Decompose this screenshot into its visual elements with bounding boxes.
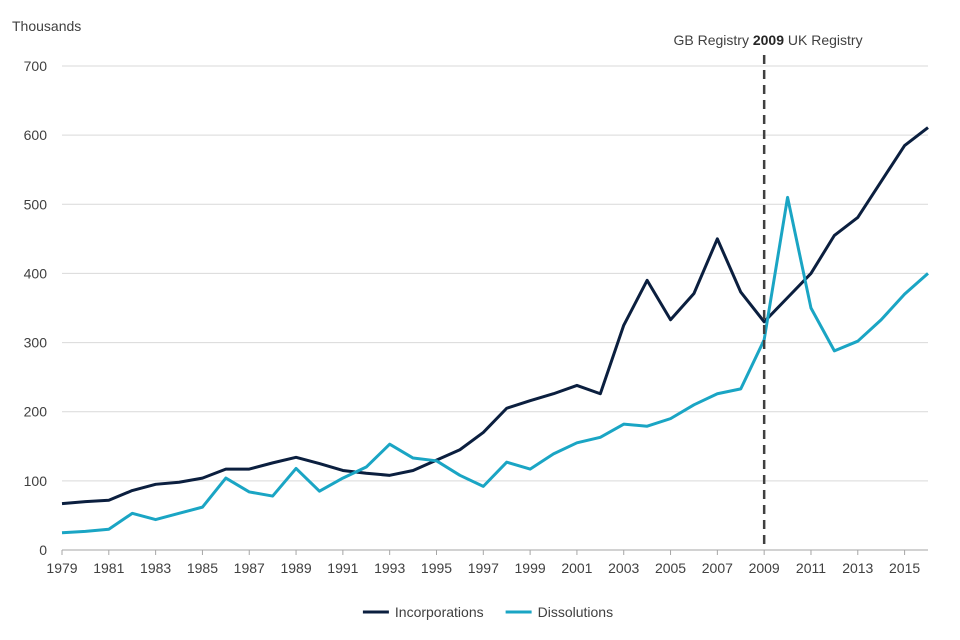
x-tick-label-1985: 1985 [187, 560, 218, 576]
series-lines [61, 126, 929, 535]
legend: Incorporations Dissolutions [362, 604, 613, 620]
y-tick-label-700: 700 [24, 58, 48, 74]
x-tick-label-2013: 2013 [842, 560, 873, 576]
x-tick-label-1989: 1989 [280, 560, 311, 576]
annotation-right-text: UK Registry [784, 32, 863, 48]
legend-label-dissolutions: Dissolutions [538, 604, 613, 620]
x-tick-label-2005: 2005 [655, 560, 686, 576]
x-tick-label-2011: 2011 [796, 560, 826, 576]
x-tick-label-1993: 1993 [374, 560, 405, 576]
series-line-dissolutions [61, 195, 929, 535]
x-tick-label-2015: 2015 [889, 560, 920, 576]
x-tick-label-1983: 1983 [140, 560, 171, 576]
series-line-incorporations [61, 126, 929, 506]
x-tick-label-1995: 1995 [421, 560, 452, 576]
x-tick-label-2007: 2007 [702, 560, 733, 576]
y-axis-unit-label: Thousands [12, 18, 81, 34]
registry-annotation: GB Registry 2009 UK Registry [646, 32, 882, 550]
x-tick-label-2009: 2009 [749, 560, 780, 576]
x-tick-label-1997: 1997 [468, 560, 499, 576]
y-axis-ticks: 0 100 200 300 400 500 600 700 [24, 58, 48, 558]
y-tick-label-500: 500 [24, 196, 48, 212]
x-tick-label-1979: 1979 [46, 560, 77, 576]
legend-label-incorporations: Incorporations [395, 604, 484, 620]
x-tick-label-1999: 1999 [515, 560, 546, 576]
y-tick-label-100: 100 [24, 473, 48, 489]
gridlines [62, 65, 928, 482]
y-tick-label-300: 300 [24, 335, 48, 351]
y-tick-label-0: 0 [39, 542, 47, 558]
annotation-left-text: GB Registry [674, 32, 753, 48]
x-tick-label-1991: 1991 [327, 560, 358, 576]
x-tick-label-1987: 1987 [234, 560, 265, 576]
y-tick-label-200: 200 [24, 404, 48, 420]
y-tick-label-400: 400 [24, 265, 48, 281]
x-tick-label-2003: 2003 [608, 560, 639, 576]
x-tick-label-1981: 1981 [93, 560, 124, 576]
y-tick-label-600: 600 [24, 127, 48, 143]
x-tick-label-2001: 2001 [561, 560, 592, 576]
registry-annotation-text: GB Registry 2009 UK Registry [646, 32, 882, 48]
annotation-bold-year: 2009 [753, 32, 784, 48]
legend-item-dissolutions: Dissolutions [505, 604, 613, 620]
x-axis: 1979 1981 1983 1985 1987 1989 1991 1993 1995 1997… [46, 549, 928, 576]
legend-item-incorporations: Incorporations [362, 604, 484, 620]
